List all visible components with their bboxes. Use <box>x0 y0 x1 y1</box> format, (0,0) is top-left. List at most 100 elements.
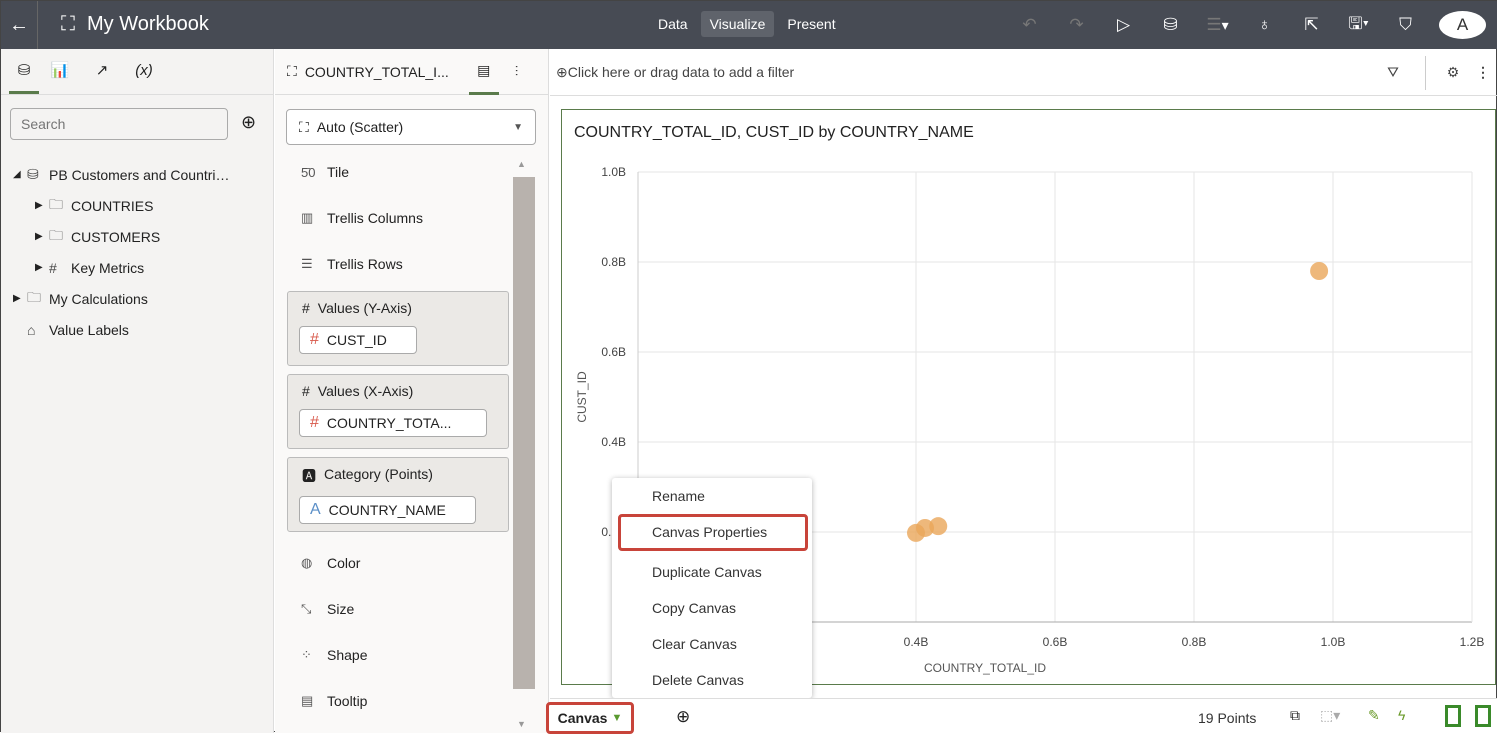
canvas-settings-icon[interactable]: ⚙ <box>1446 64 1460 80</box>
attribute-icon: 🅰 <box>302 468 316 484</box>
brush-icon[interactable]: ✎ <box>1368 707 1380 723</box>
menu-item-rename[interactable]: Rename <box>652 488 705 504</box>
highlight-annotation <box>618 514 808 551</box>
add-canvas-icon[interactable]: ⊕ <box>676 707 691 726</box>
drop-target-row[interactable]: ▥ Trellis Columns <box>301 210 423 226</box>
mode-data[interactable]: Data <box>658 16 688 32</box>
avatar[interactable]: A <box>1439 11 1486 39</box>
top-bar: ← ⛶ My Workbook Data Visualize Present ↶ … <box>1 1 1497 49</box>
tree-item[interactable]: ▶ 🗀 My Calculations <box>1 283 274 314</box>
redo-icon[interactable]: ↷ <box>1069 15 1084 34</box>
save-icon[interactable]: 🖫▾ <box>1348 13 1369 33</box>
filter-settings-icon[interactable]: ⛛ <box>1387 64 1399 80</box>
tree-item[interactable]: ◢ ⛁ PB Customers and Countri… <box>13 166 230 183</box>
scatter-icon: ⛶ <box>299 118 309 135</box>
hash-icon: # <box>302 300 310 316</box>
grammar-tab-icon[interactable]: ▤ <box>468 48 499 95</box>
search-input[interactable] <box>10 108 228 140</box>
column-pill[interactable]: # COUNTRY_TOTA... <box>299 409 487 437</box>
x-axis-label: COUNTRY_TOTAL_ID <box>924 661 1046 675</box>
drop-target-row[interactable]: ⤡ Size <box>301 601 355 617</box>
y-tick-label: 0.4B <box>601 435 626 449</box>
scroll-up-icon[interactable]: ▲ <box>517 159 526 169</box>
x-tick-label: 0.6B <box>1043 635 1068 649</box>
menu-item-duplicate-canvas[interactable]: Duplicate Canvas <box>652 564 762 580</box>
row-icon: ⤡ <box>301 601 312 616</box>
attribute-icon: A <box>310 501 321 518</box>
drop-well[interactable]: 🅰 Category (Points) A COUNTRY_NAME <box>287 457 509 532</box>
column-pill[interactable]: A COUNTRY_NAME <box>299 496 476 524</box>
canvas-tab[interactable]: Canvas ▼ <box>546 702 634 734</box>
data-panel: ⛁ 📊 ↗ (x) ⊕ ◢⛁PB Customers and Countri… ▶… <box>1 49 274 733</box>
properties-tab-icon[interactable]: ⫶ <box>514 63 519 79</box>
mode-present[interactable]: Present <box>787 16 836 32</box>
y-tick-label: 0.6B <box>601 345 626 359</box>
chevron-down-icon: ▼ <box>513 121 523 133</box>
drop-target-row[interactable]: ⁘ Shape <box>301 647 368 663</box>
drop-target-row[interactable]: ☰ Trellis Rows <box>301 256 403 272</box>
analytics-tab-icon[interactable]: ↗ <box>95 62 109 79</box>
mode-visualize[interactable]: Visualize <box>700 11 775 37</box>
more-options-icon[interactable]: ⋮ <box>1476 64 1490 80</box>
grid-icon[interactable]: ⬚▾ <box>1320 707 1341 723</box>
layout-icon[interactable]: ⧉ <box>1290 707 1300 723</box>
visualizations-tab-icon[interactable]: 📊 <box>50 62 70 79</box>
left-panel-toggle-icon[interactable] <box>1445 705 1461 727</box>
chevron-down-icon[interactable]: ▼ <box>611 712 623 724</box>
expand-icon[interactable]: ▶ <box>35 262 43 273</box>
y-axis-label: CUST_ID <box>575 371 589 423</box>
back-button[interactable]: ← <box>1 1 38 49</box>
collapse-icon[interactable]: ◢ <box>13 169 21 180</box>
preview-icon[interactable]: ▷ <box>1116 15 1131 34</box>
export-icon[interactable]: ⇱ <box>1304 15 1319 34</box>
y-tick-label: 1.0B <box>601 165 626 179</box>
row-icon: ⁘ <box>301 647 312 662</box>
grammar-panel: ⛶ COUNTRY_TOTAL_I... ▤ ⫶ ⛶ Auto (Scatter) ▼ … <box>275 49 549 733</box>
tree-item[interactable]: ⌂ Value Labels <box>27 321 129 338</box>
data-tab-icon[interactable]: ⛁ <box>9 49 39 94</box>
data-point <box>1310 262 1329 280</box>
add-data-icon[interactable]: ⊕ <box>241 112 257 132</box>
row-icon: ◍ <box>301 555 313 570</box>
drop-target-row[interactable]: 5̄0 Tile <box>301 164 350 180</box>
row-icon: ▤ <box>301 693 314 708</box>
drop-target-row[interactable]: ▤ Tooltip <box>301 693 368 709</box>
auto-apply-icon[interactable]: ϟ <box>1398 707 1406 723</box>
scatter-chart[interactable]: 00.2B0.4B0.6B0.8B1.0B0.4B0.6B0.8B1.0B1.2… <box>562 110 1497 686</box>
expand-icon[interactable]: ▶ <box>35 200 43 211</box>
menu-item-clear-canvas[interactable]: Clear Canvas <box>652 636 737 652</box>
filter-bar[interactable]: ⊕ Click here or drag data to add a filter… <box>550 49 1497 96</box>
calculations-tab-icon[interactable]: (x) <box>135 62 153 79</box>
chart-type-select[interactable]: ⛶ Auto (Scatter) ▼ <box>286 109 536 145</box>
metrics-icon: # <box>49 259 57 276</box>
menu-item-delete-canvas[interactable]: Delete Canvas <box>652 672 744 688</box>
drop-target-row[interactable]: ◍ Color <box>301 555 361 571</box>
comment-icon[interactable]: ☰▾ <box>1206 15 1229 34</box>
right-panel-toggle-icon[interactable] <box>1475 705 1491 727</box>
drop-well[interactable]: # Values (Y-Axis) # CUST_ID <box>287 291 509 366</box>
folder-icon: 🗀 <box>49 226 63 243</box>
expand-icon[interactable]: ▶ <box>35 231 43 242</box>
bottom-bar: Canvas ▼ ⊕ 19 Points ⧉ ⬚▾ ✎ ϟ <box>546 698 1497 734</box>
x-tick-label: 0.4B <box>904 635 929 649</box>
row-icon: ☰ <box>301 256 313 271</box>
menu-item-copy-canvas[interactable]: Copy Canvas <box>652 600 737 616</box>
tree-item[interactable]: ▶ 🗀 COUNTRIES <box>1 190 274 221</box>
drop-well[interactable]: # Values (X-Axis) # COUNTRY_TOTA... <box>287 374 509 449</box>
scrollbar[interactable] <box>513 177 535 689</box>
column-pill[interactable]: # CUST_ID <box>299 326 417 354</box>
scroll-down-icon[interactable]: ▼ <box>517 719 526 729</box>
menu-item-canvas-properties[interactable]: Canvas Properties <box>652 524 768 540</box>
viz-name: COUNTRY_TOTAL_I... <box>304 63 449 80</box>
tree-item[interactable]: ▶ 🗀 CUSTOMERS <box>1 221 274 252</box>
refresh-data-icon[interactable]: ⛁ <box>1163 15 1178 34</box>
insights-icon[interactable]: ♁ <box>1258 15 1271 34</box>
undo-icon[interactable]: ↶ <box>1022 15 1037 34</box>
measure-icon: # <box>310 331 319 348</box>
expand-icon[interactable]: ▶ <box>13 293 21 304</box>
row-icon: ▥ <box>301 210 314 225</box>
tree-item[interactable]: ▶ # Key Metrics <box>35 259 145 276</box>
add-filter-icon[interactable]: ⊕ <box>556 63 568 80</box>
points-count: 19 Points <box>1198 710 1257 726</box>
bookmark-icon[interactable]: ⛉ <box>1399 15 1412 34</box>
